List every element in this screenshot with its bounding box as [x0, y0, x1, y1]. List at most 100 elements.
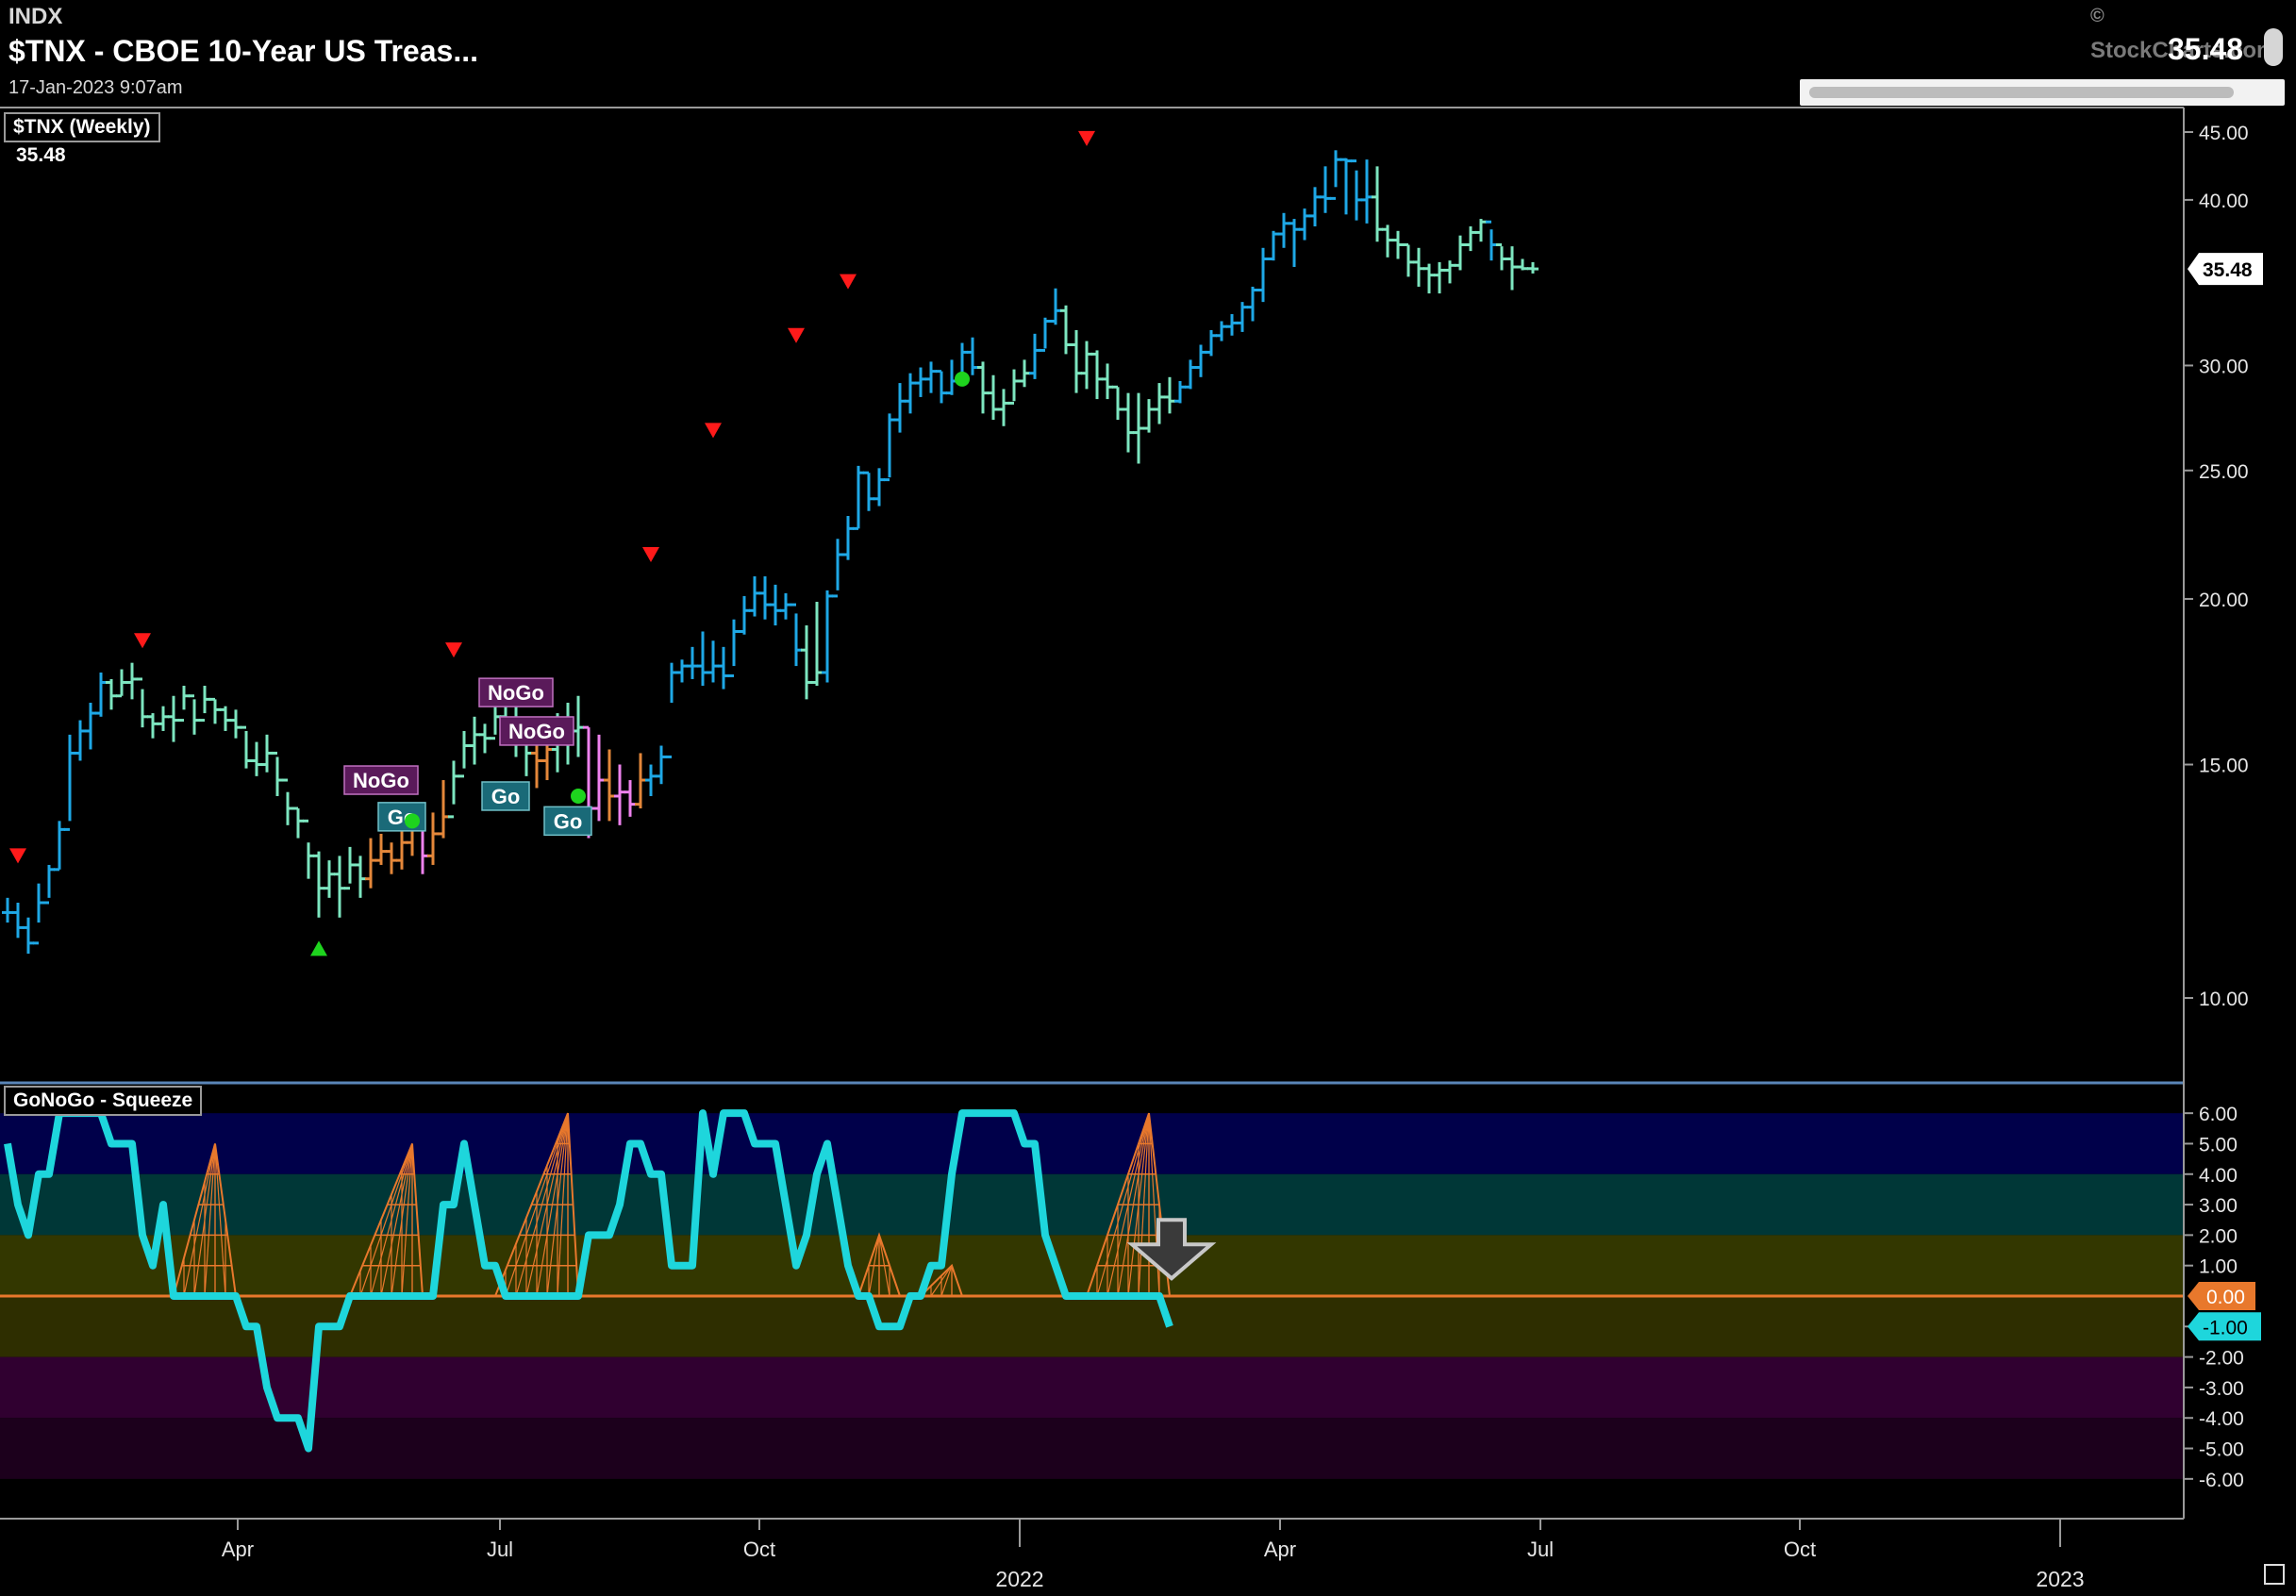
price-bar: [220, 706, 231, 731]
squeeze-ray: [1096, 1112, 1150, 1297]
price-bar: [1423, 263, 1435, 294]
price-bar: [1226, 314, 1238, 336]
price-bar: [375, 833, 387, 865]
timestamp: 17-Jan-2023 9:07am: [8, 77, 183, 98]
price-bar: [199, 686, 210, 723]
last-value-text: 35.48: [2203, 259, 2253, 281]
price-bar: [863, 471, 874, 511]
price-bar: [573, 695, 584, 757]
squeeze-ray: [183, 1143, 216, 1297]
squeeze-ray: [868, 1235, 880, 1297]
price-bar: [1008, 369, 1020, 405]
osc-axis-label: 3.00: [2199, 1195, 2238, 1217]
horizontal-scrollbar[interactable]: [1800, 79, 2285, 106]
signal-down-marker: [1078, 130, 1095, 146]
price-bar: [635, 753, 646, 809]
price-bar: [894, 383, 906, 433]
price-axis-label: 20.00: [2199, 590, 2249, 611]
osc-axis-label: -6.00: [2199, 1470, 2244, 1491]
oscillator-legend: GoNoGo - Squeeze: [4, 1086, 203, 1116]
price-bar: [1320, 166, 1331, 213]
symbol-title: $TNX - CBOE 10-Year US Treas...: [8, 34, 478, 68]
price-bar: [1102, 363, 1113, 400]
zero-value-text: 0.00: [2206, 1287, 2245, 1308]
squeeze-ray: [1117, 1113, 1150, 1297]
price-bar: [85, 703, 96, 750]
price-bar: [884, 413, 895, 482]
squeeze-ray: [204, 1143, 216, 1297]
price-axis-label: 25.00: [2199, 461, 2249, 483]
price-bar: [490, 706, 501, 740]
x-year-label: 2022: [995, 1567, 1043, 1591]
price-bar: [780, 592, 791, 620]
scrollbar-thumb[interactable]: [1809, 87, 2234, 98]
signal-down-marker: [642, 546, 659, 562]
squeeze-hatch: [173, 1143, 237, 1297]
price-bar: [189, 694, 200, 735]
price-bar: [988, 374, 999, 421]
squeeze-ray: [359, 1143, 413, 1297]
price-bar: [915, 367, 926, 397]
price-bar: [1268, 230, 1279, 261]
label-text: NoGo: [488, 681, 544, 705]
price-bar: [251, 741, 262, 776]
price-bar: [1517, 258, 1528, 271]
exchange-label: INDX: [8, 4, 63, 29]
price-bar: [365, 838, 376, 889]
price-bar: [168, 695, 179, 742]
price-bar: [801, 625, 812, 700]
signal-down-marker: [705, 423, 722, 439]
price-bar: [438, 780, 449, 839]
price-bar: [1278, 212, 1289, 248]
x-month-label: Oct: [743, 1538, 775, 1561]
price-bar: [1185, 359, 1196, 390]
price-legend-value: 35.48: [16, 144, 66, 166]
price-bar: [998, 389, 1009, 426]
vertical-scroll-handle[interactable]: [2264, 28, 2283, 66]
price-bar: [739, 595, 750, 635]
go-dot-marker: [405, 813, 420, 829]
zero-value-tag: 0.00: [2188, 1282, 2255, 1310]
label-box: [481, 781, 530, 811]
squeeze-ray: [380, 1143, 413, 1297]
price-bar: [417, 827, 428, 874]
price-legend: $TNX (Weekly): [4, 112, 160, 142]
price-bar: [344, 846, 356, 890]
price-legend-label: $TNX (Weekly): [13, 116, 151, 138]
price-bar: [967, 337, 978, 375]
price-bar: [1216, 321, 1227, 341]
price-bar: [1403, 242, 1414, 277]
price-bar: [1330, 150, 1341, 200]
price-bar: [1309, 187, 1321, 227]
price-bar: [822, 590, 833, 683]
price-bar: [925, 361, 937, 393]
price-bar: [178, 686, 190, 723]
price-bar: [12, 902, 24, 939]
price-bar: [1486, 220, 1497, 261]
price-bar: [43, 864, 55, 905]
price-bar: [386, 842, 397, 874]
x-year-label: 2023: [2036, 1567, 2084, 1591]
price-bar: [54, 821, 65, 872]
nogo-label: NoGo: [343, 765, 419, 795]
price-bar: [1091, 350, 1103, 400]
price-bar: [272, 751, 283, 796]
price-axis-label: 30.00: [2199, 356, 2249, 377]
axes: 45.00 40.00 30.00 25.00 20.00 15.00 10.00 35.48…: [0, 107, 2263, 1591]
price-bar: [1465, 226, 1476, 252]
price-bar: [593, 734, 605, 822]
zero-value-box: [2188, 1282, 2255, 1310]
signal-down-marker: [840, 274, 857, 290]
label-text: Go: [491, 785, 521, 808]
oscillator-line: [4, 1109, 1173, 1453]
price-bar: [95, 672, 107, 717]
osc-axis-label: 1.00: [2199, 1256, 2238, 1278]
price-bar: [1247, 286, 1258, 322]
price-bar: [977, 361, 989, 414]
price-bar: [1351, 159, 1362, 221]
price-bar: [842, 516, 854, 560]
signal-up-marker: [310, 940, 327, 956]
go-dot-marker: [571, 788, 586, 804]
corner-toggle[interactable]: [2264, 1564, 2285, 1585]
price-axis-label: 40.00: [2199, 191, 2249, 212]
